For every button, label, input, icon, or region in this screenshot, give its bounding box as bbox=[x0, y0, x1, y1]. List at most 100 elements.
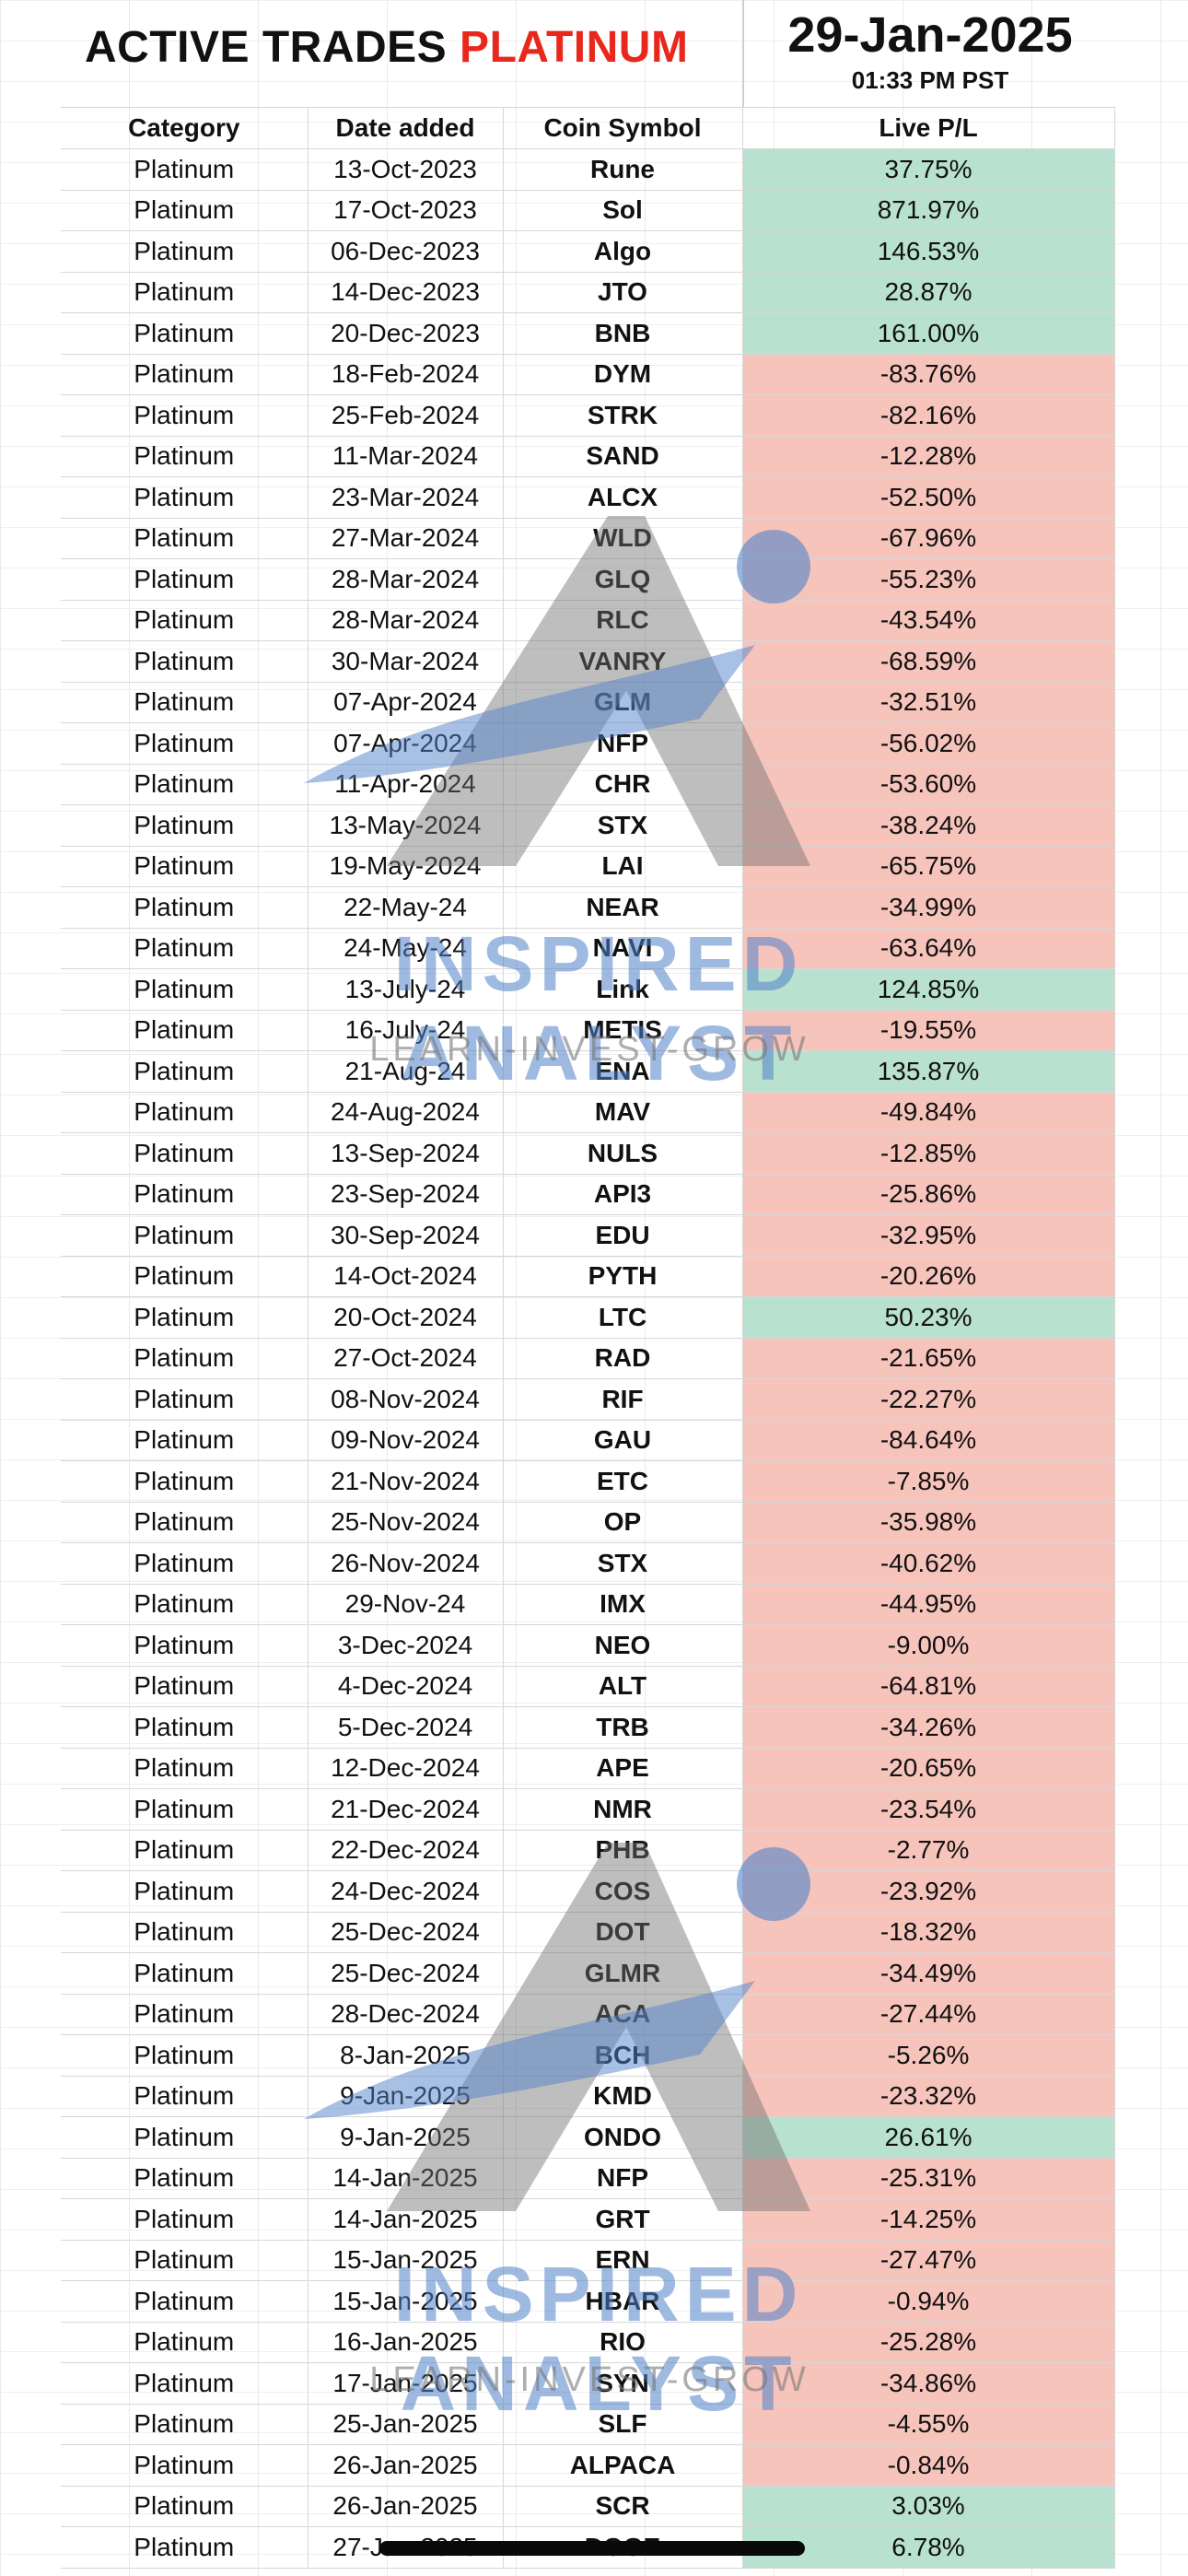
cell-coin-symbol[interactable]: ALPACA bbox=[503, 2444, 743, 2487]
cell-category[interactable]: Platinum bbox=[61, 1378, 309, 1421]
cell-category[interactable]: Platinum bbox=[61, 1010, 309, 1051]
cell-coin-symbol[interactable]: RIF bbox=[503, 1378, 743, 1421]
cell-coin-symbol[interactable]: API3 bbox=[503, 1174, 743, 1215]
cell-live-pl[interactable]: 28.87% bbox=[742, 272, 1115, 313]
cell-category[interactable]: Platinum bbox=[61, 1338, 309, 1379]
cell-category[interactable]: Platinum bbox=[61, 846, 309, 887]
cell-coin-symbol[interactable]: STRK bbox=[503, 394, 743, 437]
cell-coin-symbol[interactable]: NMR bbox=[503, 1788, 743, 1831]
cell-category[interactable]: Platinum bbox=[61, 2198, 309, 2241]
cell-category[interactable]: Platinum bbox=[61, 2404, 309, 2445]
cell-category[interactable]: Platinum bbox=[61, 2280, 309, 2323]
cell-category[interactable]: Platinum bbox=[61, 2486, 309, 2527]
cell-live-pl[interactable]: 26.61% bbox=[742, 2116, 1115, 2159]
cell-date-added[interactable]: 17-Jan-2025 bbox=[308, 2362, 504, 2405]
cell-live-pl[interactable]: -7.85% bbox=[742, 1460, 1115, 1503]
cell-date-added[interactable]: 9-Jan-2025 bbox=[308, 2116, 504, 2159]
cell-coin-symbol[interactable]: BCH bbox=[503, 2034, 743, 2077]
cell-date-added[interactable]: 14-Jan-2025 bbox=[308, 2158, 504, 2199]
cell-date-added[interactable]: 3-Dec-2024 bbox=[308, 1624, 504, 1667]
cell-live-pl[interactable]: -34.99% bbox=[742, 886, 1115, 929]
cell-coin-symbol[interactable]: ERN bbox=[503, 2240, 743, 2281]
cell-live-pl[interactable]: -14.25% bbox=[742, 2198, 1115, 2241]
cell-date-added[interactable]: 24-Aug-2024 bbox=[308, 1092, 504, 1133]
cell-live-pl[interactable]: 6.78% bbox=[742, 2526, 1115, 2569]
cell-date-added[interactable]: 16-Jan-2025 bbox=[308, 2322, 504, 2363]
cell-coin-symbol[interactable]: JTO bbox=[503, 272, 743, 313]
cell-category[interactable]: Platinum bbox=[61, 886, 309, 929]
cell-coin-symbol[interactable]: METIS bbox=[503, 1010, 743, 1051]
cell-category[interactable]: Platinum bbox=[61, 394, 309, 437]
cell-coin-symbol[interactable]: ALT bbox=[503, 1666, 743, 1707]
cell-coin-symbol[interactable]: NAVI bbox=[503, 928, 743, 969]
cell-date-added[interactable]: 28-Mar-2024 bbox=[308, 600, 504, 641]
cell-live-pl[interactable]: -34.26% bbox=[742, 1706, 1115, 1749]
cell-coin-symbol[interactable]: RLC bbox=[503, 600, 743, 641]
cell-live-pl[interactable]: -43.54% bbox=[742, 600, 1115, 641]
cell-live-pl[interactable]: -4.55% bbox=[742, 2404, 1115, 2445]
cell-coin-symbol[interactable]: ACA bbox=[503, 1994, 743, 2035]
cell-live-pl[interactable]: -20.65% bbox=[742, 1748, 1115, 1789]
cell-live-pl[interactable]: -55.23% bbox=[742, 558, 1115, 601]
cell-coin-symbol[interactable]: SCR bbox=[503, 2486, 743, 2527]
cell-category[interactable]: Platinum bbox=[61, 804, 309, 847]
cell-date-added[interactable]: 20-Oct-2024 bbox=[308, 1296, 504, 1339]
cell-category[interactable]: Platinum bbox=[61, 558, 309, 601]
cell-date-added[interactable]: 07-Apr-2024 bbox=[308, 682, 504, 723]
cell-category[interactable]: Platinum bbox=[61, 354, 309, 395]
cell-date-added[interactable]: 21-Aug-24 bbox=[308, 1050, 504, 1093]
cell-date-added[interactable]: 16-July-24 bbox=[308, 1010, 504, 1051]
cell-coin-symbol[interactable]: CHR bbox=[503, 764, 743, 805]
column-header-coin-symbol[interactable]: Coin Symbol bbox=[503, 107, 743, 149]
cell-date-added[interactable]: 14-Dec-2023 bbox=[308, 272, 504, 313]
cell-live-pl[interactable]: -68.59% bbox=[742, 640, 1115, 683]
cell-live-pl[interactable]: 135.87% bbox=[742, 1050, 1115, 1093]
cell-live-pl[interactable]: -0.84% bbox=[742, 2444, 1115, 2487]
cell-live-pl[interactable]: -5.26% bbox=[742, 2034, 1115, 2077]
cell-category[interactable]: Platinum bbox=[61, 1830, 309, 1871]
cell-date-added[interactable]: 07-Apr-2024 bbox=[308, 722, 504, 765]
cell-coin-symbol[interactable]: PYTH bbox=[503, 1256, 743, 1297]
cell-live-pl[interactable]: -25.31% bbox=[742, 2158, 1115, 2199]
cell-category[interactable]: Platinum bbox=[61, 1460, 309, 1503]
cell-date-added[interactable]: 8-Jan-2025 bbox=[308, 2034, 504, 2077]
cell-live-pl[interactable]: -44.95% bbox=[742, 1584, 1115, 1625]
cell-category[interactable]: Platinum bbox=[61, 436, 309, 477]
cell-live-pl[interactable]: -64.81% bbox=[742, 1666, 1115, 1707]
cell-category[interactable]: Platinum bbox=[61, 2116, 309, 2159]
cell-date-added[interactable]: 21-Nov-2024 bbox=[308, 1460, 504, 1503]
cell-category[interactable]: Platinum bbox=[61, 518, 309, 559]
cell-date-added[interactable]: 19-May-2024 bbox=[308, 846, 504, 887]
cell-category[interactable]: Platinum bbox=[61, 230, 309, 273]
cell-category[interactable]: Platinum bbox=[61, 2158, 309, 2199]
cell-date-added[interactable]: 23-Mar-2024 bbox=[308, 476, 504, 519]
cell-live-pl[interactable]: -38.24% bbox=[742, 804, 1115, 847]
cell-live-pl[interactable]: -82.16% bbox=[742, 394, 1115, 437]
cell-category[interactable]: Platinum bbox=[61, 2362, 309, 2405]
cell-category[interactable]: Platinum bbox=[61, 148, 309, 191]
cell-category[interactable]: Platinum bbox=[61, 722, 309, 765]
cell-coin-symbol[interactable]: ALCX bbox=[503, 476, 743, 519]
cell-category[interactable]: Platinum bbox=[61, 1748, 309, 1789]
cell-date-added[interactable]: 06-Dec-2023 bbox=[308, 230, 504, 273]
cell-live-pl[interactable]: 124.85% bbox=[742, 968, 1115, 1011]
cell-coin-symbol[interactable]: NULS bbox=[503, 1132, 743, 1175]
cell-date-added[interactable]: 18-Feb-2024 bbox=[308, 354, 504, 395]
cell-category[interactable]: Platinum bbox=[61, 1788, 309, 1831]
cell-coin-symbol[interactable]: STX bbox=[503, 804, 743, 847]
cell-coin-symbol[interactable]: ONDO bbox=[503, 2116, 743, 2159]
cell-coin-symbol[interactable]: GAU bbox=[503, 1420, 743, 1461]
cell-category[interactable]: Platinum bbox=[61, 2322, 309, 2363]
cell-date-added[interactable]: 28-Dec-2024 bbox=[308, 1994, 504, 2035]
cell-date-added[interactable]: 26-Nov-2024 bbox=[308, 1542, 504, 1585]
cell-date-added[interactable]: 11-Mar-2024 bbox=[308, 436, 504, 477]
cell-live-pl[interactable]: -40.62% bbox=[742, 1542, 1115, 1585]
cell-category[interactable]: Platinum bbox=[61, 1296, 309, 1339]
cell-coin-symbol[interactable]: STX bbox=[503, 1542, 743, 1585]
cell-live-pl[interactable]: 146.53% bbox=[742, 230, 1115, 273]
cell-live-pl[interactable]: -32.95% bbox=[742, 1214, 1115, 1257]
cell-coin-symbol[interactable]: GLMR bbox=[503, 1952, 743, 1995]
cell-category[interactable]: Platinum bbox=[61, 2076, 309, 2117]
cell-date-added[interactable]: 22-May-24 bbox=[308, 886, 504, 929]
cell-date-added[interactable]: 13-July-24 bbox=[308, 968, 504, 1011]
